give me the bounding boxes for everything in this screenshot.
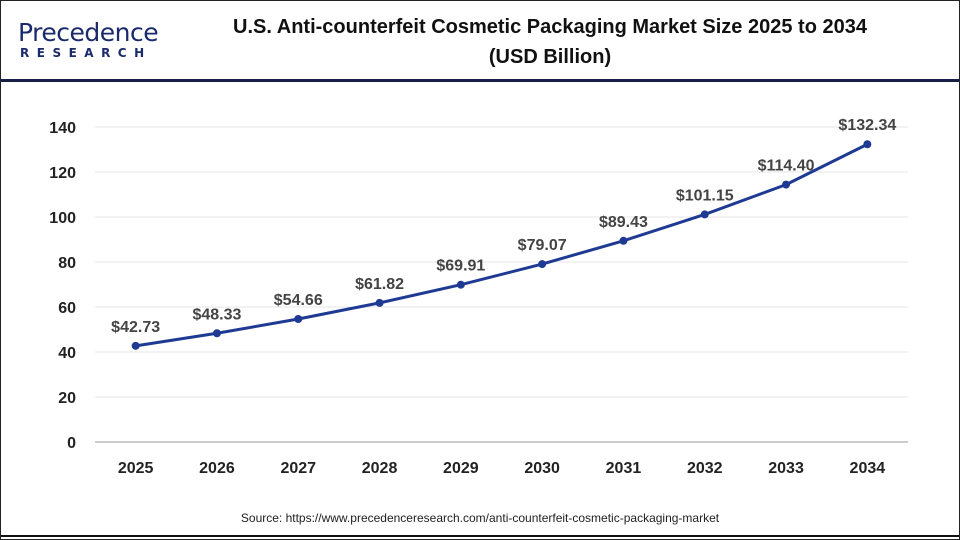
title-line-1: U.S. Anti-counterfeit Cosmetic Packaging… <box>233 16 867 38</box>
footer-divider <box>1 535 959 537</box>
x-tick-label: 2028 <box>362 460 398 477</box>
logo: Precedence RESEARCH <box>18 20 168 65</box>
x-tick-label: 2026 <box>199 460 235 477</box>
x-tick-label: 2030 <box>524 460 560 477</box>
x-tick-label: 2034 <box>850 460 886 477</box>
logo-text: Precedence <box>18 18 159 47</box>
y-tick-label: 140 <box>49 120 76 137</box>
data-point <box>782 180 791 189</box>
y-tick-label: 100 <box>49 210 76 227</box>
data-point <box>375 298 384 307</box>
data-point <box>863 140 872 149</box>
data-point <box>294 315 303 324</box>
data-label: $114.40 <box>758 158 815 175</box>
source-note: Source: https://www.precedenceresearch.c… <box>240 511 720 525</box>
y-tick-label: 60 <box>58 300 76 317</box>
title-line-2: (USD Billion) <box>488 46 612 68</box>
logo-subtext: RESEARCH <box>20 46 152 60</box>
x-tick-label: 2033 <box>768 460 804 477</box>
data-label: $89.43 <box>599 214 648 231</box>
data-point <box>212 329 221 338</box>
data-label: $48.33 <box>192 306 241 323</box>
y-tick-label: 120 <box>49 165 76 182</box>
y-tick-label: 20 <box>58 390 76 407</box>
data-label: $69.91 <box>436 258 485 275</box>
x-tick-label: 2031 <box>606 460 642 477</box>
data-label: $79.07 <box>518 237 567 254</box>
series-line <box>135 142 869 348</box>
y-tick-label: 80 <box>58 255 76 272</box>
x-tick-label: 2029 <box>443 460 479 477</box>
chart-title: U.S. Anti-counterfeit Cosmetic Packaging… <box>180 12 920 72</box>
header-divider <box>1 79 959 82</box>
data-label: $42.73 <box>111 319 160 336</box>
data-label: $54.66 <box>274 292 323 309</box>
data-label: $132.34 <box>838 117 896 134</box>
data-point <box>700 210 709 219</box>
data-point <box>131 341 140 350</box>
data-label: $101.15 <box>676 187 734 204</box>
y-tick-label: 40 <box>58 345 76 362</box>
x-tick-label: 2025 <box>118 460 154 477</box>
x-tick-label: 2027 <box>280 460 316 477</box>
x-tick-label: 2032 <box>687 460 723 477</box>
y-tick-label: 0 <box>67 435 76 452</box>
data-point <box>456 280 465 289</box>
data-point <box>619 236 628 245</box>
data-label: $61.82 <box>355 276 404 293</box>
data-point <box>538 260 547 269</box>
